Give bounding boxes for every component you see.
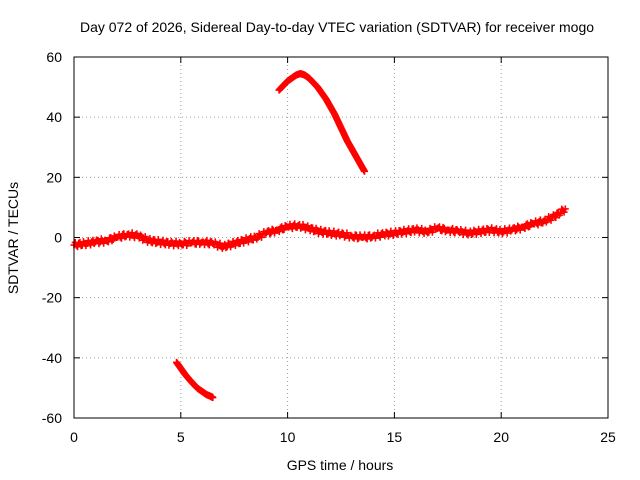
data-point-main — [244, 238, 252, 246]
data-point-main — [136, 231, 144, 239]
data-point-main — [108, 237, 116, 245]
data-point-main — [426, 224, 434, 232]
axis-ticks: 0 5 10 15 20 25 -60 -40 -20 0 20 40 60 — [42, 49, 616, 445]
x-tick-label: 20 — [493, 429, 509, 445]
data-point-main — [561, 205, 569, 213]
data-point-arc-low — [209, 394, 217, 402]
data-point-main — [257, 233, 265, 241]
y-tick-label: -40 — [42, 350, 62, 366]
x-tick-label: 0 — [70, 429, 78, 445]
data-point-main — [317, 225, 325, 233]
data-point-main — [439, 223, 447, 231]
data-point-main — [146, 234, 154, 242]
chart-title: Day 072 of 2026, Sidereal Day-to-day VTE… — [80, 19, 594, 35]
data-point-main — [288, 225, 296, 233]
data-point-main — [521, 225, 529, 233]
data-point-main — [275, 228, 283, 236]
y-tick-label: -20 — [42, 290, 62, 306]
x-tick-label: 15 — [387, 429, 403, 445]
y-tick-label: 0 — [54, 230, 62, 246]
data-point-main — [514, 222, 522, 230]
data-point-main — [560, 208, 568, 216]
data-point-main — [159, 236, 167, 244]
data-point-main — [376, 233, 384, 241]
x-axis-label: GPS time / hours — [287, 457, 394, 473]
data-point-main — [87, 241, 95, 249]
y-tick-label: -60 — [42, 410, 62, 426]
data-point-main — [382, 228, 390, 236]
data-point-main — [354, 235, 362, 243]
data-point-main — [104, 238, 112, 246]
data-point-main — [470, 226, 478, 234]
data-point-main — [477, 230, 485, 238]
data-point-main — [224, 239, 232, 247]
x-tick-label: 10 — [280, 429, 296, 445]
data-point-main — [152, 240, 160, 248]
data-point-main — [552, 214, 560, 222]
data-point-main — [511, 227, 519, 235]
data-point-main — [231, 241, 239, 249]
data-point-main — [449, 224, 457, 232]
data-points — [70, 70, 569, 402]
x-tick-label: 25 — [600, 429, 616, 445]
data-point-main — [203, 236, 211, 244]
data-point-main — [117, 234, 125, 242]
y-axis-label: SDTVAR / TECUs — [5, 182, 21, 294]
y-tick-label: 20 — [46, 169, 62, 185]
data-point-main — [297, 224, 305, 232]
y-tick-label: 40 — [46, 109, 62, 125]
data-point-main — [547, 216, 555, 224]
data-point-main — [418, 224, 426, 232]
data-point-main — [268, 225, 276, 233]
data-point-main — [462, 226, 470, 234]
data-point-main — [266, 230, 274, 238]
data-point-arc-high — [360, 167, 368, 175]
data-point-main — [216, 239, 224, 247]
data-point-main — [492, 225, 500, 233]
data-point-main — [534, 221, 542, 229]
x-tick-label: 5 — [177, 429, 185, 445]
data-point-main — [341, 233, 349, 241]
y-tick-label: 60 — [46, 49, 62, 65]
data-point-main — [74, 243, 82, 251]
